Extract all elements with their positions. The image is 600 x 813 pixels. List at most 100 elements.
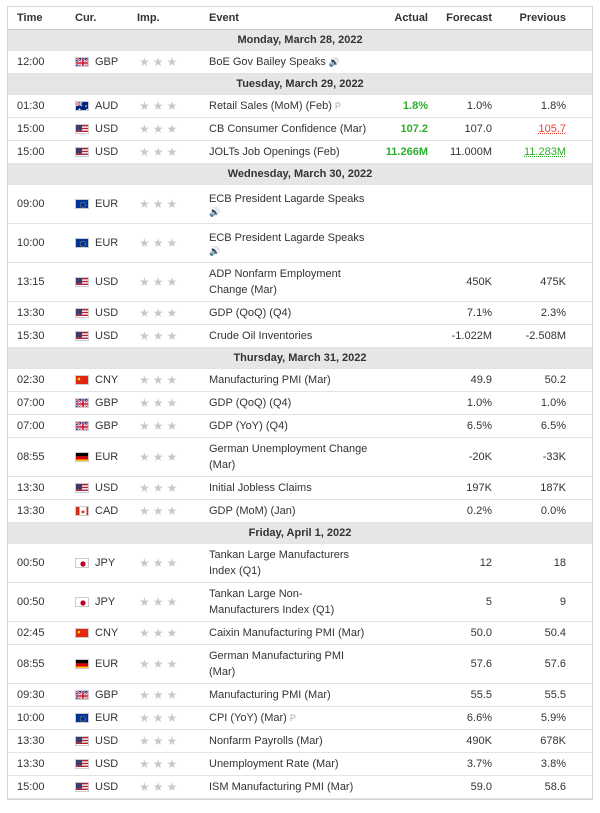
event-name[interactable]: Retail Sales (MoM) (Feb) — [209, 100, 332, 112]
event-row[interactable]: 00:50 JPY ★★★ Tankan Large Non-Manufacturer… — [8, 583, 592, 622]
germany-flag-icon — [75, 659, 89, 669]
header-event[interactable]: Event — [209, 12, 239, 24]
event-name[interactable]: ISM Manufacturing PMI (Mar) — [209, 781, 354, 793]
event-name[interactable]: GDP (QoQ) (Q4) — [209, 307, 292, 319]
event-name[interactable]: German Manufacturing PMI (Mar) — [209, 650, 345, 678]
event-previous: 9 — [492, 596, 566, 608]
event-forecast: 0.2% — [466, 505, 492, 517]
star-icon: ★★★ — [139, 55, 181, 69]
event-name[interactable]: GDP (QoQ) (Q4) — [209, 397, 292, 409]
event-previous: 6.5% — [492, 420, 566, 432]
header-previous[interactable]: Previous — [519, 12, 566, 24]
event-currency: USD — [63, 276, 123, 288]
event-currency: USD — [63, 735, 123, 747]
event-name[interactable]: Tankan Large Manufacturers Index (Q1) — [209, 549, 350, 577]
event-row[interactable]: 10:00 EUR ★★★ ECB President Lagarde Speaks 🔊 — [8, 224, 592, 263]
event-name[interactable]: Unemployment Rate (Mar) — [209, 758, 339, 770]
previous-value: -2.508M — [525, 330, 566, 342]
previous-value: 187K — [540, 482, 566, 494]
us-flag-icon — [75, 308, 89, 318]
event-row[interactable]: 13:30 USD ★★★ Unemployment Rate (Mar) 3.7% 3.… — [8, 753, 592, 776]
event-name[interactable]: Manufacturing PMI (Mar) — [209, 374, 331, 386]
header-importance[interactable]: Imp. — [137, 12, 160, 24]
star-icon: ★★★ — [139, 145, 181, 159]
uk-flag-icon — [75, 398, 89, 408]
event-row[interactable]: 13:30 USD ★★★ GDP (QoQ) (Q4) 7.1% 2.3% — [8, 302, 592, 325]
event-currency: GBP — [63, 420, 123, 432]
event-row[interactable]: 02:45 CNY ★★★ Caixin Manufacturing PMI (Mar… — [8, 622, 592, 645]
event-name[interactable]: GDP (MoM) (Jan) — [209, 505, 296, 517]
event-forecast: 1.0% — [466, 100, 492, 112]
event-name[interactable]: Manufacturing PMI (Mar) — [209, 689, 331, 701]
header-forecast[interactable]: Forecast — [446, 12, 492, 24]
event-row[interactable]: 09:00 EUR ★★★ ECB President Lagarde Speaks 🔊 — [8, 185, 592, 224]
event-name[interactable]: Caixin Manufacturing PMI (Mar) — [209, 627, 365, 639]
event-time: 08:55 — [17, 451, 45, 463]
importance-stars: ★★★ — [123, 55, 203, 69]
event-row[interactable]: 12:00 GBP ★★★ BoE Gov Bailey Speaks 🔊 — [8, 51, 592, 74]
event-previous: 55.5 — [492, 689, 566, 701]
event-row[interactable]: 08:55 EUR ★★★ German Unemployment Change (M… — [8, 438, 592, 477]
event-row[interactable]: 15:00 USD ★★★ ISM Manufacturing PMI (Mar) 59… — [8, 776, 592, 799]
event-name[interactable]: ADP Nonfarm Employment Change (Mar) — [209, 268, 341, 296]
header-actual[interactable]: Actual — [394, 12, 428, 24]
importance-stars: ★★★ — [123, 396, 203, 410]
event-currency: CNY — [63, 374, 123, 386]
canada-flag-icon — [75, 506, 89, 516]
event-name[interactable]: ECB President Lagarde Speaks — [209, 193, 365, 205]
event-forecast: 450K — [466, 276, 492, 288]
event-name[interactable]: Tankan Large Non-Manufacturers Index (Q1… — [209, 588, 335, 616]
event-name[interactable]: German Unemployment Change (Mar) — [209, 443, 368, 471]
event-name-cell: Initial Jobless Claims — [203, 480, 371, 496]
event-row[interactable]: 13:30 USD ★★★ Initial Jobless Claims 197K 187… — [8, 477, 592, 500]
currency-code: CNY — [95, 374, 119, 386]
event-name[interactable]: GDP (YoY) (Q4) — [209, 420, 288, 432]
previous-value: 6.5% — [540, 420, 566, 432]
event-time: 02:45 — [17, 627, 45, 639]
importance-stars: ★★★ — [123, 481, 203, 495]
event-name[interactable]: ECB President Lagarde Speaks — [209, 232, 365, 244]
event-currency: USD — [63, 482, 123, 494]
importance-stars: ★★★ — [123, 275, 203, 289]
event-row[interactable]: 15:00 USD ★★★ CB Consumer Confidence (Mar) 1… — [8, 118, 592, 141]
event-name-cell: Manufacturing PMI (Mar) — [203, 687, 371, 703]
event-time: 15:00 — [17, 146, 45, 158]
event-previous: 58.6 — [492, 781, 566, 793]
previous-value: 50.4 — [544, 627, 566, 639]
event-name-cell: BoE Gov Bailey Speaks 🔊 — [203, 54, 371, 70]
event-row[interactable]: 13:30 USD ★★★ Nonfarm Payrolls (Mar) 490K 678… — [8, 730, 592, 753]
event-row[interactable]: 13:30 CAD ★★★ GDP (MoM) (Jan) 0.2% 0.0% — [8, 500, 592, 523]
event-row[interactable]: 08:55 EUR ★★★ German Manufacturing PMI (Mar… — [8, 645, 592, 684]
importance-stars: ★★★ — [123, 145, 203, 159]
event-name[interactable]: BoE Gov Bailey Speaks — [209, 56, 326, 68]
event-name[interactable]: JOLTs Job Openings (Feb) — [209, 146, 340, 158]
event-row[interactable]: 07:00 GBP ★★★ GDP (QoQ) (Q4) 1.0% 1.0% — [8, 392, 592, 415]
event-row[interactable]: 15:30 USD ★★★ Crude Oil Inventories -1.022M -… — [8, 325, 592, 348]
event-row[interactable]: 01:30 AUD ★★★ Retail Sales (MoM) (Feb) P 1.8%… — [8, 95, 592, 118]
event-row[interactable]: 02:30 CNY ★★★ Manufacturing PMI (Mar) 49.9 50… — [8, 369, 592, 392]
event-row[interactable]: 10:00 EUR ★★★ CPI (YoY) (Mar) P 6.6% 5.9% — [8, 707, 592, 730]
event-name-cell: Caixin Manufacturing PMI (Mar) — [203, 625, 371, 641]
event-previous: 678K — [492, 735, 566, 747]
event-row[interactable]: 07:00 GBP ★★★ GDP (YoY) (Q4) 6.5% 6.5% — [8, 415, 592, 438]
event-row[interactable]: 09:30 GBP ★★★ Manufacturing PMI (Mar) 55.5 55… — [8, 684, 592, 707]
event-currency: USD — [63, 307, 123, 319]
event-row[interactable]: 15:00 USD ★★★ JOLTs Job Openings (Feb) 11.26… — [8, 141, 592, 164]
event-forecast: 197K — [466, 482, 492, 494]
event-name[interactable]: CB Consumer Confidence (Mar) — [209, 123, 367, 135]
preliminary-icon: P — [334, 101, 341, 111]
event-name[interactable]: Nonfarm Payrolls (Mar) — [209, 735, 323, 747]
event-name-cell: ADP Nonfarm Employment Change (Mar) — [203, 266, 371, 298]
event-row[interactable]: 00:50 JPY ★★★ Tankan Large Manufacturers In… — [8, 544, 592, 583]
event-forecast: 490K — [466, 735, 492, 747]
event-name[interactable]: CPI (YoY) (Mar) — [209, 712, 287, 724]
speaker-icon: 🔊 — [209, 246, 221, 256]
header-time[interactable]: Time — [17, 12, 43, 24]
header-currency[interactable]: Cur. — [75, 12, 97, 24]
event-currency: EUR — [63, 198, 123, 210]
event-name[interactable]: Crude Oil Inventories — [209, 330, 313, 342]
event-row[interactable]: 13:15 USD ★★★ ADP Nonfarm Employment Change… — [8, 263, 592, 302]
event-previous: 50.2 — [492, 374, 566, 386]
event-forecast: -20K — [468, 451, 492, 463]
event-name[interactable]: Initial Jobless Claims — [209, 482, 312, 494]
